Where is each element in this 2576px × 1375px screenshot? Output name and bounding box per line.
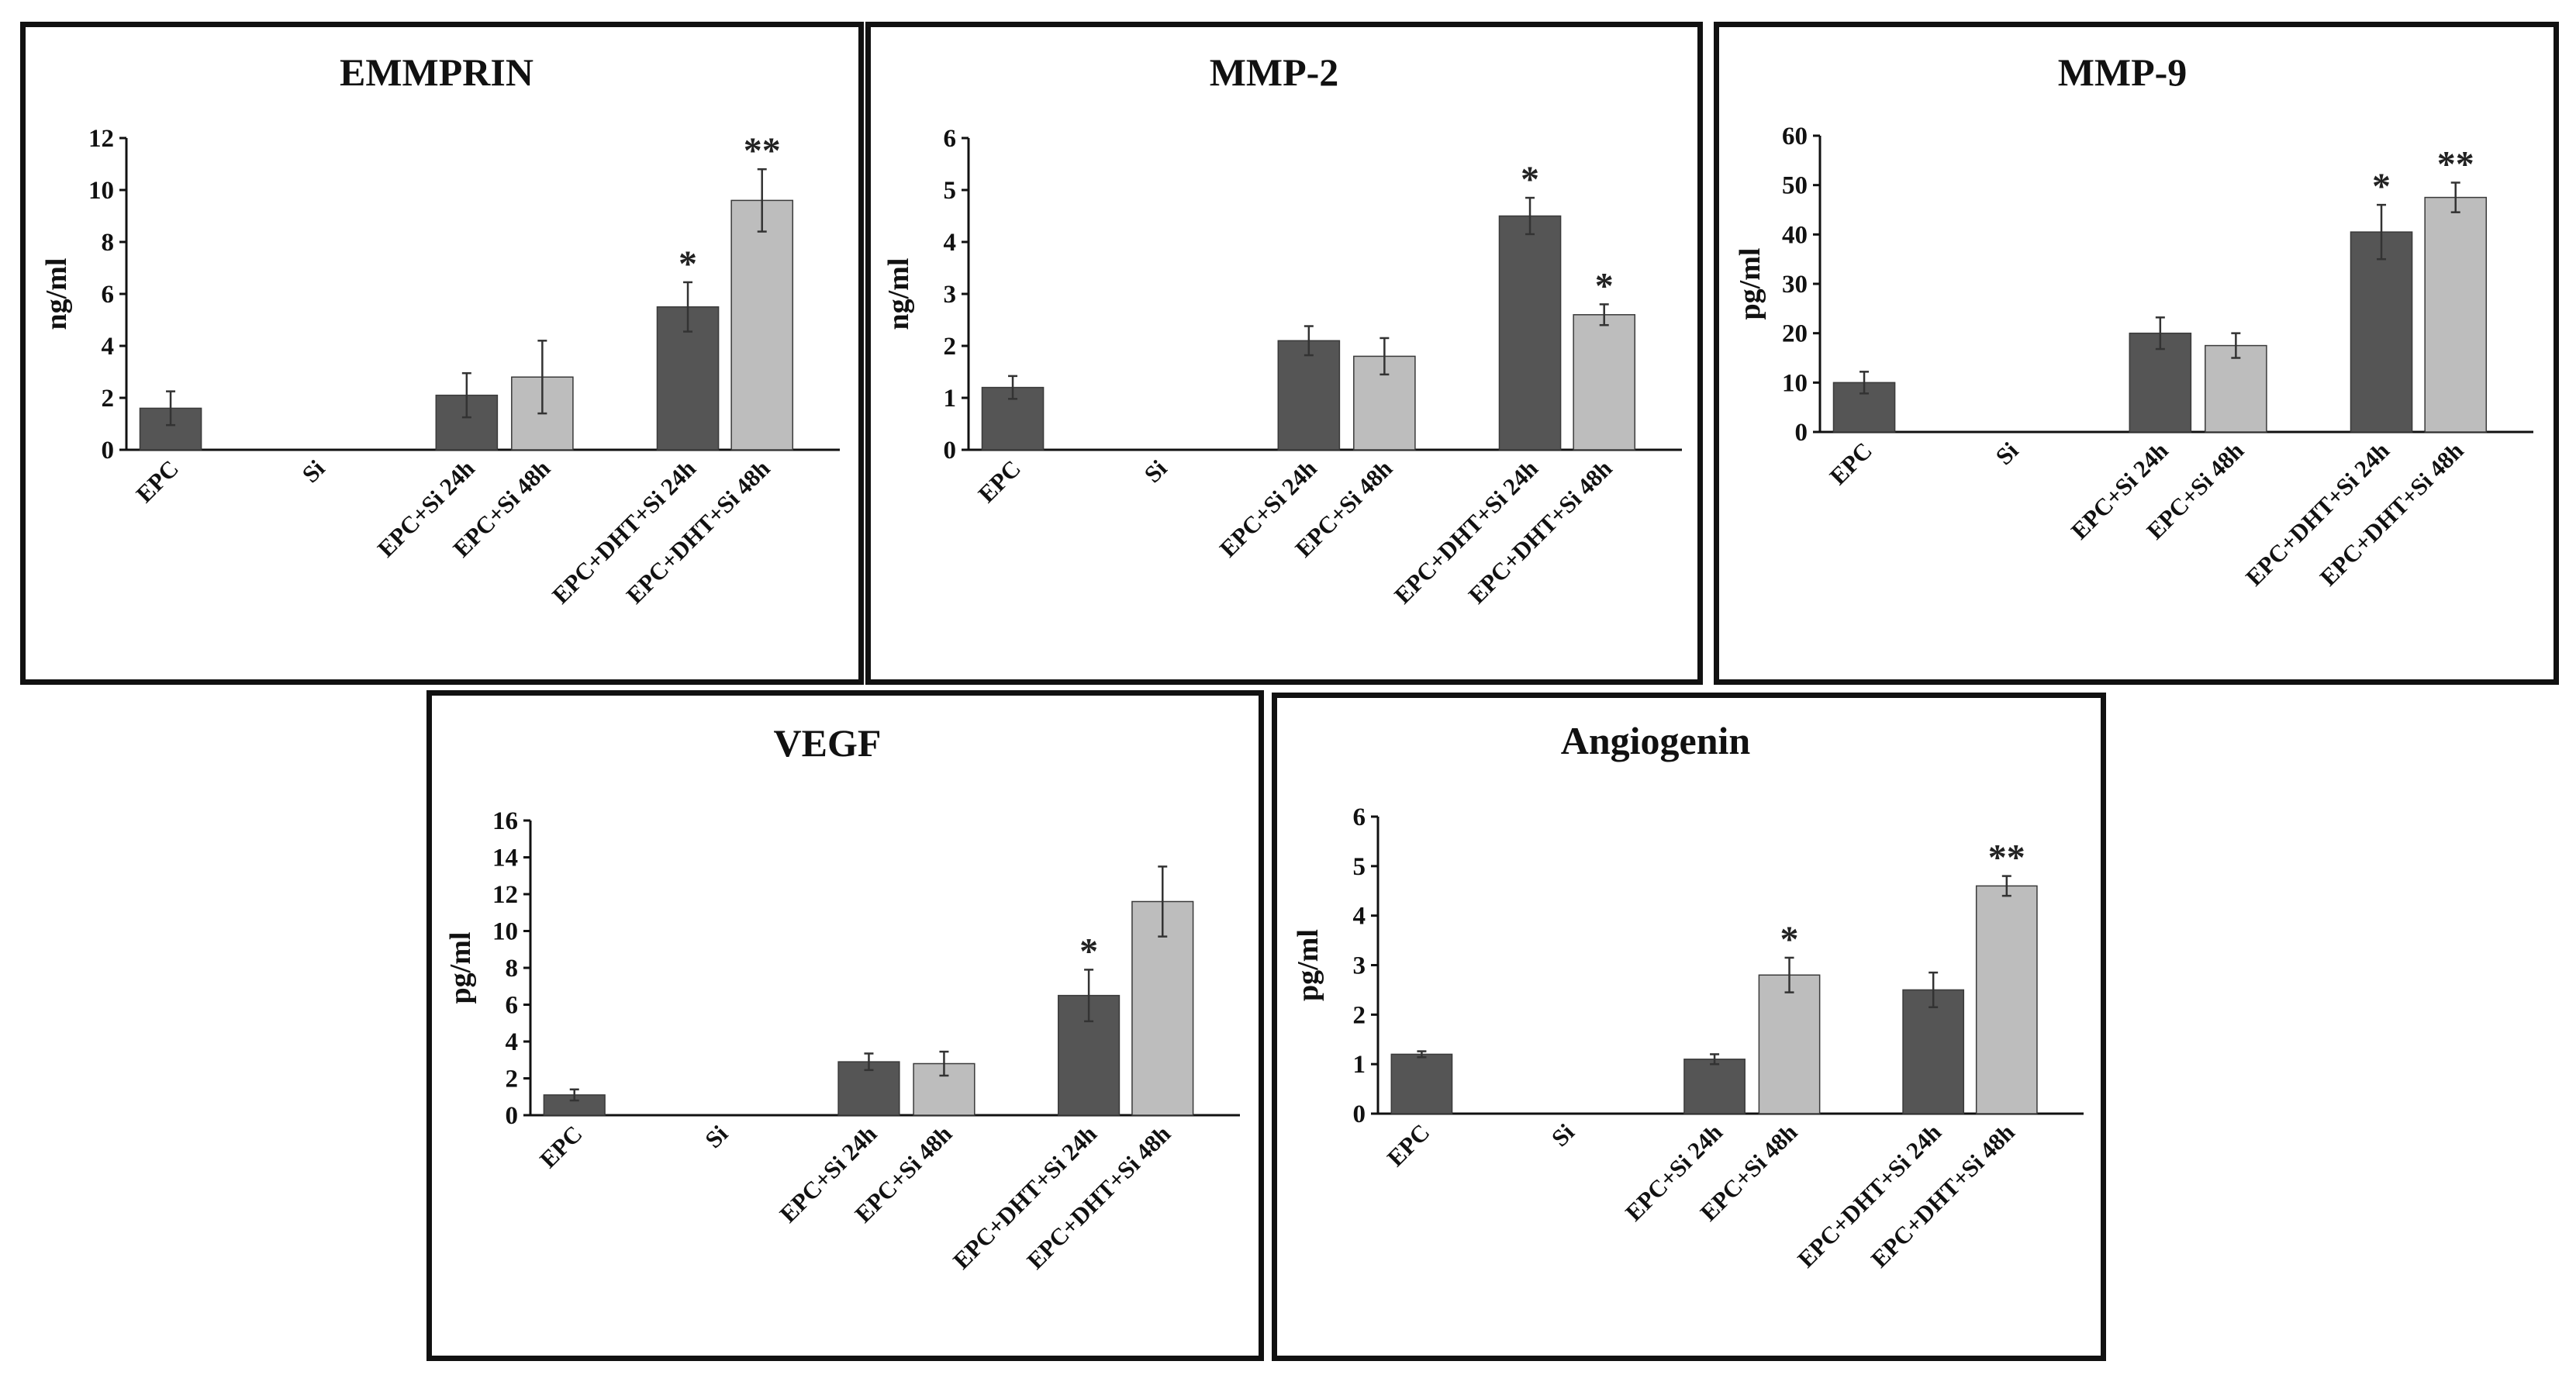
x-tick-label: Si — [1991, 437, 2024, 470]
bar — [2424, 196, 2488, 433]
significance-marker: * — [679, 244, 697, 285]
y-tick-label: 1 — [944, 385, 957, 413]
x-tick-label: EPC — [130, 454, 184, 508]
significance-marker: ** — [2437, 143, 2474, 185]
y-tick-label: 1 — [1353, 1051, 1366, 1079]
chart-title: EMMPRIN — [340, 50, 534, 94]
significance-marker: * — [1079, 931, 1098, 972]
y-tick-label: 0 — [944, 437, 957, 465]
y-tick-label: 40 — [1782, 221, 1808, 249]
y-tick-label: 0 — [506, 1102, 519, 1130]
significance-marker: * — [1595, 265, 1614, 306]
significance-marker: * — [1780, 919, 1799, 960]
y-tick-label: 10 — [492, 918, 518, 946]
y-axis-label: ng/ml — [40, 258, 73, 330]
bar — [1902, 989, 1965, 1114]
y-axis-label: pg/ml — [1734, 248, 1766, 320]
x-tick-label: EPC+DHT+Si 48h — [1463, 454, 1618, 609]
bar — [1573, 314, 1636, 451]
y-tick-label: 10 — [88, 177, 114, 205]
y-tick-label: 3 — [1353, 952, 1366, 980]
chart-title: MMP-2 — [1210, 50, 1339, 94]
y-tick-label: 2 — [1353, 1001, 1366, 1029]
x-tick-label: Si — [1546, 1118, 1580, 1152]
y-tick-label: 6 — [1353, 803, 1366, 831]
chart-title: MMP-9 — [2058, 50, 2188, 94]
y-axis-label: pg/ml — [1292, 929, 1324, 1001]
bar — [1390, 1053, 1453, 1114]
significance-marker: ** — [744, 130, 781, 171]
x-tick-label: Si — [297, 454, 330, 488]
chart-panel-angiogenin: Angiogenin pg/ml 0 1 2 3 4 5 6 EPC Si EPC+Si 24h * EP… — [1272, 693, 2106, 1361]
x-tick-label: EPC+DHT+Si 48h — [1021, 1120, 1176, 1274]
bar — [1683, 1059, 1746, 1114]
y-tick-label: 60 — [1782, 123, 1808, 150]
y-tick-label: 6 — [102, 281, 115, 309]
y-tick-label: 2 — [102, 385, 115, 413]
x-tick-label: EPC — [972, 454, 1026, 508]
chart-title: Angiogenin — [1561, 719, 1751, 762]
bar — [1758, 974, 1821, 1114]
y-tick-label: 20 — [1782, 320, 1808, 348]
y-tick-label: 5 — [1353, 853, 1366, 881]
y-tick-label: 4 — [506, 1028, 519, 1056]
significance-marker: ** — [1988, 838, 2025, 879]
y-tick-label: 30 — [1782, 271, 1808, 299]
bar — [543, 1094, 606, 1116]
y-tick-label: 16 — [492, 807, 518, 835]
significance-marker: * — [2372, 166, 2391, 207]
bar — [2350, 231, 2413, 433]
bar — [1277, 340, 1341, 451]
y-tick-label: 2 — [506, 1066, 519, 1093]
chart-panel-emmprin: EMMPRIN ng/ml 0 2 4 6 8 10 12 EPC Si EPC+Si 24h EPC+… — [20, 22, 864, 685]
y-tick-label: 3 — [944, 281, 957, 309]
x-tick-label: EPC+DHT+Si 48h — [1866, 1118, 2020, 1273]
y-tick-label: 4 — [1353, 903, 1366, 931]
y-tick-label: 14 — [492, 845, 518, 872]
chart-title: VEGF — [774, 721, 882, 765]
y-axis-label: pg/ml — [444, 932, 477, 1004]
y-tick-label: 10 — [1782, 369, 1808, 397]
bar — [1498, 215, 1562, 451]
x-tick-label: Si — [1139, 454, 1172, 488]
chart-panel-vegf: VEGF pg/ml 0 2 4 6 8 10 12 14 16 EPC Si EPC+Si 24h EPC… — [426, 690, 1264, 1361]
significance-marker: * — [1521, 159, 1539, 200]
y-tick-label: 0 — [1795, 419, 1808, 447]
y-tick-label: 6 — [506, 992, 519, 1020]
bar — [1975, 885, 2038, 1114]
x-tick-label: EPC+DHT+Si 48h — [2315, 437, 2469, 591]
y-tick-label: 2 — [944, 333, 957, 361]
y-tick-label: 12 — [88, 125, 114, 153]
chart-panel-mmp2: MMP-2 ng/ml 0 1 2 3 4 5 6 EPC Si EPC+Si 24h EPC+Si 4… — [865, 22, 1703, 685]
chart-panel-mmp9: MMP-9 pg/ml 0 10 20 30 40 50 60 EPC Si EPC+Si 24h EP… — [1714, 22, 2559, 685]
y-tick-label: 5 — [944, 177, 957, 205]
x-tick-label: EPC — [1382, 1118, 1435, 1172]
y-tick-label: 0 — [102, 437, 115, 465]
x-tick-label: Si — [699, 1120, 733, 1153]
y-tick-label: 12 — [492, 881, 518, 909]
x-tick-label: EPC+DHT+Si 48h — [621, 454, 775, 609]
y-tick-label: 50 — [1782, 172, 1808, 200]
x-tick-label: EPC — [534, 1120, 588, 1173]
x-tick-label: EPC — [1824, 437, 1877, 490]
y-tick-label: 4 — [944, 229, 957, 257]
y-tick-label: 4 — [102, 333, 115, 361]
y-tick-label: 8 — [102, 229, 115, 257]
y-tick-label: 0 — [1353, 1100, 1366, 1128]
bar — [730, 199, 794, 451]
y-axis-label: ng/ml — [882, 258, 915, 330]
y-tick-label: 6 — [944, 125, 957, 153]
y-tick-label: 8 — [506, 955, 519, 983]
